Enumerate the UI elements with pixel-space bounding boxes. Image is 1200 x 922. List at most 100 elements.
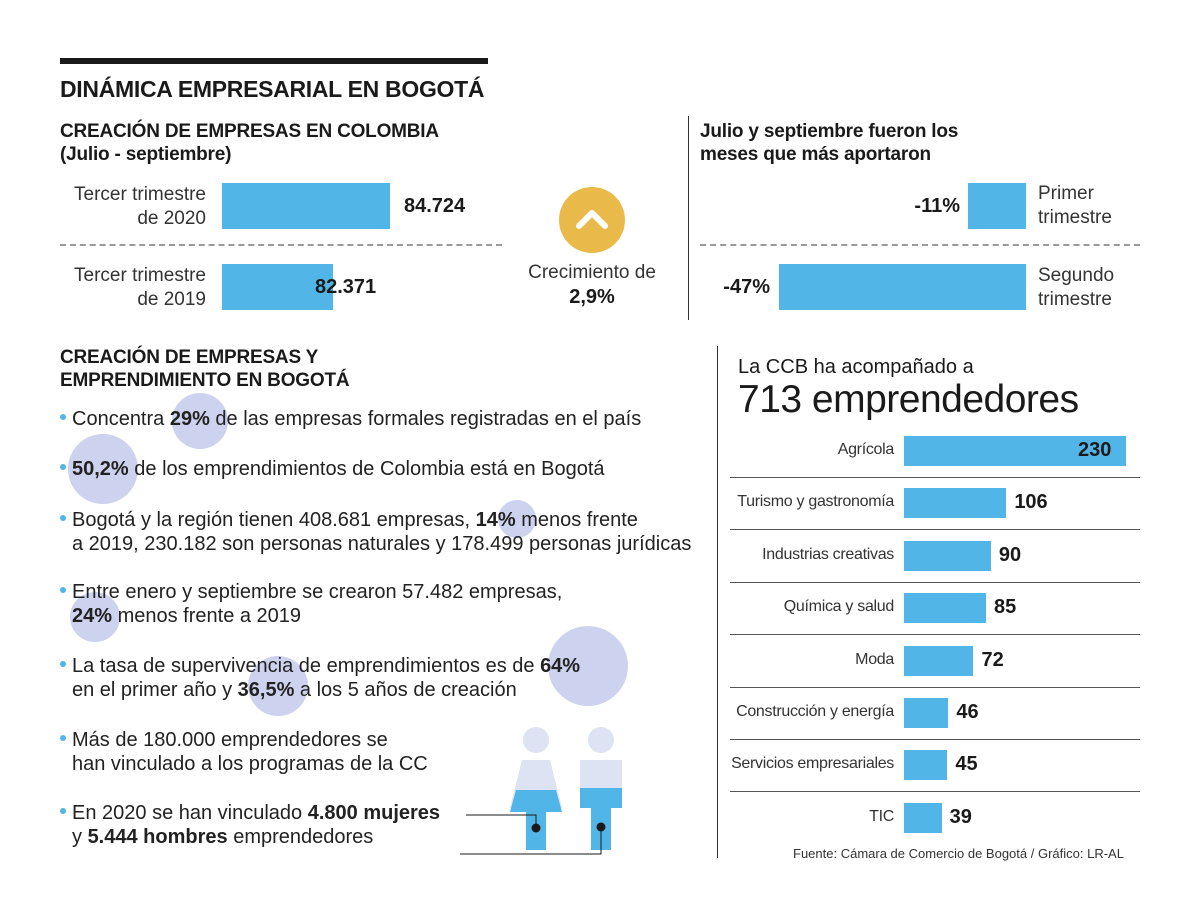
colombia-bar-label-2020: Tercer trimestre de 2020 [40, 183, 206, 231]
fact-4-highlight: 24% [72, 605, 113, 627]
quarters-title-line2: meses que más aportaron [700, 144, 931, 165]
bullet-icon [60, 734, 66, 741]
fact-6-line1: Más de 180.000 emprendedores se [72, 729, 388, 751]
highlight-circle-50 [68, 434, 138, 504]
ccb-category-label: Agrícola [837, 441, 895, 458]
fact-5-text-a: La tasa de supervivencia de emprendimien… [72, 655, 541, 677]
ccb-row-divider [730, 791, 1140, 793]
colombia-title: CREACIÓN DE EMPRESAS EN COLOMBIA (Julio … [60, 120, 439, 166]
fact-1-highlight: 29% [169, 408, 210, 430]
fact-2-text-c: de los emprendimientos de Colombia está … [128, 458, 605, 480]
fact-7-text-c: y [72, 826, 88, 848]
colombia-bar-2019 [222, 264, 334, 310]
ccb-bar [904, 488, 1007, 519]
top-vertical-divider [688, 116, 689, 320]
fact-5: La tasa de supervivencia de emprendimien… [60, 654, 580, 702]
quarter-bar-1 [968, 183, 1026, 229]
colombia-bar-label-2019-line1: Tercer trimestre [74, 265, 206, 286]
ccb-category-label: Construcción y energía [736, 703, 894, 720]
ccb-bar-value: 46 [956, 701, 979, 723]
fact-2-highlight: 50,2% [72, 458, 129, 480]
ccb-row-divider [730, 529, 1140, 531]
quarter-value-2: -47% [723, 276, 770, 298]
quarters-title-line1: Julio y septiembre fueron los [700, 121, 959, 142]
ccb-bar [904, 802, 942, 833]
highlight-circle-24 [70, 592, 120, 642]
fact-5-text-e: a los 5 años de creación [294, 679, 517, 701]
ccb-category-label: Moda [855, 650, 894, 668]
bogota-title: CREACIÓN DE EMPRESAS Y EMPRENDIMIENTO EN… [60, 346, 350, 392]
fact-7-women: 4.800 mujeres [307, 802, 441, 824]
colombia-bar-label-2019-line2: de 2019 [137, 289, 206, 310]
people-illustration [460, 727, 622, 855]
ccb-category-label: Turismo y gastronomía [737, 493, 894, 511]
colombia-title-line2: (Julio - septiembre) [60, 144, 232, 165]
fact-3-text-a: Bogotá y la región tienen 408.681 empres… [72, 509, 476, 531]
quarter-label-1: Primer trimestre [1038, 182, 1112, 230]
ccb-bar [904, 698, 949, 728]
highlight-circle-29 [172, 393, 228, 449]
fact-6-line2: han vinculado a los programas de la CC [72, 753, 428, 775]
quarter-value-1: -11% [914, 195, 960, 217]
ccb-category-label: Industrias creativas [762, 545, 894, 563]
ccb-headline: 713 emprendedores [738, 378, 1079, 421]
fact-6: Más de 180.000 emprendedores se han vinc… [60, 728, 428, 776]
ccb-bar-value: 45 [955, 753, 978, 776]
quarters-divider [700, 244, 1140, 246]
fact-3: Bogotá y la región tienen 408.681 empres… [60, 508, 691, 556]
bullet-icon [60, 660, 66, 667]
ccb-bar [904, 645, 974, 676]
ccb-row-divider [730, 686, 1140, 688]
quarter-label-2-line1: Segundo [1038, 265, 1115, 286]
ccb-bar [904, 750, 948, 781]
fact-1-text-c: de las empresas formales registradas en … [209, 408, 642, 430]
ccb-bar [904, 436, 1126, 466]
growth-label: Crecimiento de [528, 262, 656, 283]
fact-7: En 2020 se han vinculado 4.800 mujeres y… [60, 801, 440, 849]
man-icon [580, 727, 622, 850]
fact-2: 50,2% de los emprendimientos de Colombia… [60, 457, 605, 481]
ccb-category-label: TIC [869, 807, 894, 825]
ccb-bar-value: 230 [1078, 439, 1112, 461]
fact-5-highlight-365: 36,5% [237, 679, 295, 701]
fact-7-text-a: En 2020 se han vinculado [72, 802, 308, 824]
bullet-icon [60, 807, 66, 814]
ccb-bar [904, 593, 987, 624]
ccb-row-divider [730, 581, 1140, 583]
source-note: Fuente: Cámara de Comercio de Bogotá / G… [793, 846, 1124, 861]
colombia-bar-2020 [222, 183, 390, 229]
quarter-label-2-line2: trimestre [1038, 289, 1112, 310]
fact-5-highlight-64: 64% [540, 655, 581, 677]
chevron-up-icon [576, 210, 608, 229]
bogota-title-line1: CREACIÓN DE EMPRESAS Y [60, 347, 319, 368]
ccb-bar-value: 90 [998, 543, 1022, 566]
bullet-icon [60, 586, 66, 593]
colombia-bar-label-2019: Tercer trimestre de 2019 [40, 264, 206, 312]
fact-7-men: 5.444 hombres [87, 826, 228, 848]
colombia-divider [60, 244, 502, 246]
quarters-title: Julio y septiembre fueron los meses que … [700, 120, 958, 166]
quarter-label-1-line1: Primer [1038, 183, 1094, 204]
bogota-title-line2: EMPRENDIMIENTO EN BOGOTÁ [60, 370, 350, 391]
ccb-category-label: Química y salud [783, 598, 895, 616]
colombia-title-line1: CREACIÓN DE EMPRESAS EN COLOMBIA [60, 121, 439, 142]
ccb-row-divider [730, 739, 1140, 740]
ccb-bar-value: 72 [981, 648, 1004, 671]
fact-4: Entre enero y septiembre se crearon 57.4… [60, 580, 562, 628]
ccb-bar-chart: Agrícola 230 Turismo y gastronomía 106 Indus… [730, 430, 1150, 840]
fact-5-text-c: en el primer año y [72, 679, 238, 701]
colombia-bar-label-2020-line1: Tercer trimestre [74, 184, 206, 205]
quarter-label-1-line2: trimestre [1038, 207, 1112, 228]
fact-3-line2: a 2019, 230.182 son personas naturales y… [72, 533, 692, 555]
ccb-bar [904, 540, 991, 571]
ccb-row-divider [730, 477, 1140, 478]
ccb-bar-value: 39 [949, 805, 972, 828]
ccb-row-divider [730, 634, 1140, 636]
ccb-subtitle: La CCB ha acompañado a [738, 356, 974, 378]
colombia-value-2020: 84.724 [404, 195, 466, 217]
ccb-category-label: Servicios empresariales [731, 755, 894, 773]
fact-3-text-c: menos frente [515, 509, 638, 531]
fact-7-text-e: emprendedores [227, 826, 374, 848]
colombia-value-2019: 82.371 [315, 276, 377, 298]
fact-1: Concentra 29% de las empresas formales r… [60, 407, 641, 431]
